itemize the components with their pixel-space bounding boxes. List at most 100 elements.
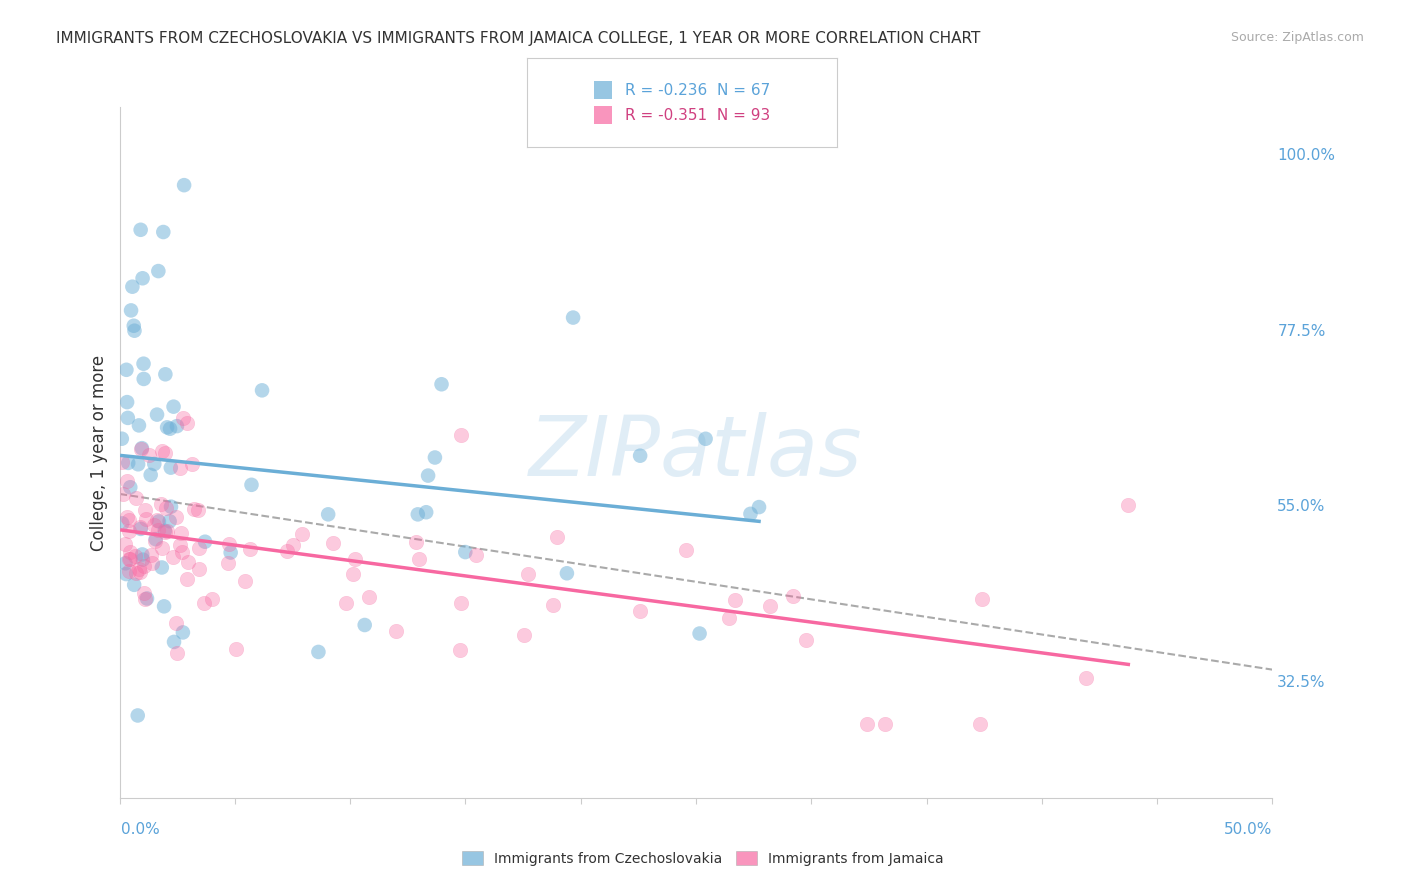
Point (172, 545, 194, 559)
Point (740, 507, 762, 521)
Text: IMMIGRANTS FROM CZECHOSLOVAKIA VS IMMIGRANTS FROM JAMAICA COLLEGE, 1 YEAR OR MOR: IMMIGRANTS FROM CZECHOSLOVAKIA VS IMMIGR… (56, 31, 980, 46)
Point (153, 446, 176, 460)
Point (240, 478, 263, 492)
Point (176, 572, 198, 586)
Point (283, 538, 305, 552)
Point (118, 552, 141, 566)
Point (120, 303, 142, 318)
Point (128, 562, 150, 576)
Point (118, 513, 141, 527)
Point (180, 457, 202, 471)
Point (187, 562, 209, 576)
Point (118, 524, 141, 538)
Point (129, 522, 152, 536)
Point (454, 545, 477, 559)
Point (695, 432, 717, 446)
Point (219, 545, 242, 559)
Point (628, 449, 651, 463)
Text: 0.0%: 0.0% (121, 822, 160, 837)
Point (159, 514, 181, 528)
Point (353, 618, 375, 632)
Point (124, 549, 146, 563)
Point (131, 548, 153, 562)
Point (176, 555, 198, 569)
Point (172, 410, 194, 425)
Point (176, 416, 198, 430)
Point (385, 624, 408, 638)
Legend: R = -0.236  N = 67, R = -0.351  N = 93: R = -0.236 N = 67, R = -0.351 N = 93 (585, 72, 779, 133)
Point (873, 717, 896, 731)
Point (111, 455, 134, 469)
Point (516, 566, 538, 581)
Point (166, 646, 188, 660)
Point (118, 564, 141, 578)
Point (233, 574, 256, 589)
Point (415, 505, 437, 519)
Point (115, 474, 138, 488)
Point (724, 592, 747, 607)
Point (155, 368, 177, 382)
Point (183, 502, 205, 516)
Point (172, 625, 194, 640)
Point (555, 566, 578, 581)
Point (115, 567, 138, 582)
Point (153, 525, 176, 540)
Point (146, 523, 169, 537)
Point (430, 377, 453, 392)
Point (307, 645, 329, 659)
Point (143, 517, 166, 532)
Point (170, 526, 193, 541)
Text: Source: ZipAtlas.com: Source: ZipAtlas.com (1230, 31, 1364, 45)
Point (111, 487, 134, 501)
Point (153, 524, 176, 538)
Point (117, 410, 139, 425)
Point (188, 541, 211, 555)
Point (124, 324, 146, 338)
Point (342, 566, 364, 581)
Point (155, 501, 177, 516)
Point (675, 543, 697, 558)
Point (117, 456, 139, 470)
Point (225, 641, 247, 656)
Point (134, 585, 156, 599)
Point (276, 544, 298, 558)
Point (149, 497, 172, 511)
Point (416, 468, 439, 483)
Point (408, 551, 430, 566)
Point (150, 443, 173, 458)
Point (132, 372, 155, 386)
Point (138, 449, 160, 463)
Point (136, 591, 159, 606)
Point (513, 627, 536, 641)
Text: ZIPatlas: ZIPatlas (529, 412, 863, 493)
Point (131, 271, 153, 285)
Point (541, 598, 564, 612)
Point (291, 527, 314, 541)
Point (146, 513, 169, 527)
Point (794, 632, 817, 647)
Point (111, 516, 134, 531)
Point (759, 599, 782, 614)
Point (169, 461, 191, 475)
Point (146, 408, 169, 422)
Point (239, 542, 262, 557)
Point (145, 533, 167, 548)
Point (162, 400, 184, 414)
Point (124, 566, 146, 581)
Point (132, 357, 155, 371)
Point (316, 508, 339, 522)
Point (152, 225, 174, 239)
Point (141, 556, 163, 570)
Point (111, 432, 134, 446)
Point (173, 178, 195, 193)
Point (135, 512, 157, 526)
Point (450, 427, 472, 442)
Point (129, 565, 152, 579)
Point (145, 532, 167, 546)
Point (156, 420, 179, 434)
Point (128, 418, 150, 433)
Point (159, 422, 181, 436)
Point (406, 508, 429, 522)
Point (129, 223, 152, 237)
Point (165, 510, 187, 524)
